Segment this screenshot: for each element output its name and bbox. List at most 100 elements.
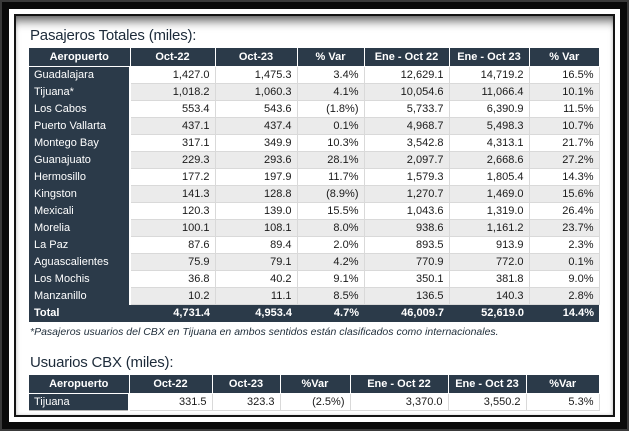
table-row: Kingston 141.3 128.8 (8.9%) 1,270.7 1,469.0 15… xyxy=(29,184,600,203)
airport-name-cell: Hermosillo xyxy=(29,168,131,185)
table-row: Tijuana 331.5 323.3 (2.5%) 3,370.0 3,550.2 5.3… xyxy=(29,392,600,411)
airport-name-cell: Aguascalientes xyxy=(29,253,131,270)
value-cell: 4.2% xyxy=(296,252,365,271)
cbx-table-title: Usuarios CBX (miles): xyxy=(30,354,174,371)
value-cell: 1,043.6 xyxy=(363,201,450,220)
value-cell: 1,161.2 xyxy=(448,218,530,237)
passengers-table-body: Guadalajara 1,427.0 1,475.3 3.4% 12,629.1 14,… xyxy=(29,65,600,305)
value-cell: 4,313.1 xyxy=(448,133,530,152)
value-cell: 2,097.7 xyxy=(363,150,450,169)
header-pct-var-month: %Var xyxy=(280,375,351,394)
value-cell: 317.1 xyxy=(129,133,216,152)
airport-name-cell: Puerto Vallarta xyxy=(29,117,131,134)
value-cell: 8.0% xyxy=(296,218,365,237)
value-cell: 140.3 xyxy=(448,286,530,305)
passengers-header-row: Aeropuerto Oct-22 Oct-23 % Var Ene - Oct… xyxy=(29,48,599,67)
table-row: Hermosillo 177.2 197.9 11.7% 1,579.3 1,805.4 1… xyxy=(29,167,600,186)
value-cell: 3,550.2 xyxy=(447,392,527,411)
value-cell: (1.8%) xyxy=(296,99,365,118)
value-cell: (8.9%) xyxy=(296,184,365,203)
value-cell: 177.2 xyxy=(129,167,216,186)
airport-name-cell: Tijuana xyxy=(29,393,130,411)
airport-name-cell: Montego Bay xyxy=(29,134,131,151)
total-value-cell: 14.4% xyxy=(529,304,599,322)
passengers-total-row: Total 4,731.4 4,953.4 4.7% 46,009.7 52,6… xyxy=(29,304,599,322)
frame-inner-matte: Pasajeros Totales (miles): Aeropuerto Oc… xyxy=(9,9,620,422)
value-cell: 9.1% xyxy=(296,269,365,288)
value-cell: 2.3% xyxy=(528,235,600,254)
table-row: Montego Bay 317.1 349.9 10.3% 3,542.8 4,313.1… xyxy=(29,133,600,152)
cbx-footnote: *Pasajeros usuarios del CBX en Tijuana e… xyxy=(30,326,499,338)
airport-name-cell: Guanajuato xyxy=(29,151,131,168)
value-cell: 9.0% xyxy=(528,269,600,288)
value-cell: 349.9 xyxy=(214,133,298,152)
header-pct-var-ytd: % Var xyxy=(529,48,599,67)
value-cell: 27.2% xyxy=(528,150,600,169)
value-cell: 141.3 xyxy=(129,184,216,203)
value-cell: 36.8 xyxy=(129,269,216,288)
table-row: Los Mochis 36.8 40.2 9.1% 350.1 381.8 9.0% xyxy=(29,269,600,288)
value-cell: 1,579.3 xyxy=(363,167,450,186)
value-cell: 3.4% xyxy=(296,65,365,84)
passengers-table: Aeropuerto Oct-22 Oct-23 % Var Ene - Oct… xyxy=(29,48,600,322)
total-value-cell: 52,619.0 xyxy=(449,304,529,322)
value-cell: 1,475.3 xyxy=(214,65,298,84)
value-cell: 350.1 xyxy=(363,269,450,288)
value-cell: 4.1% xyxy=(296,82,365,101)
header-oct-23: Oct-23 xyxy=(212,375,281,394)
value-cell: 893.5 xyxy=(363,235,450,254)
table-row: Morelia 100.1 108.1 8.0% 938.6 1,161.2 23.7% xyxy=(29,218,600,237)
value-cell: 770.9 xyxy=(363,252,450,271)
value-cell: 381.8 xyxy=(448,269,530,288)
airport-name-cell: Guadalajara xyxy=(29,66,131,83)
value-cell: 2.8% xyxy=(528,286,600,305)
report-content: Pasajeros Totales (miles): Aeropuerto Oc… xyxy=(14,14,615,417)
airport-name-cell: La Paz xyxy=(29,236,131,253)
value-cell: 4,968.7 xyxy=(363,116,450,135)
header-aeropuerto: Aeropuerto xyxy=(29,48,131,67)
value-cell: 3,542.8 xyxy=(363,133,450,152)
value-cell: 75.9 xyxy=(129,252,216,271)
airport-name-cell: Tijuana* xyxy=(29,83,131,100)
header-oct-23: Oct-23 xyxy=(215,48,298,67)
value-cell: 10.1% xyxy=(528,82,600,101)
value-cell: 1,427.0 xyxy=(129,65,216,84)
table-row: Tijuana* 1,018.2 1,060.3 4.1% 10,054.6 11,066… xyxy=(29,82,600,101)
value-cell: 21.7% xyxy=(528,133,600,152)
header-pct-var-month: % Var xyxy=(297,48,365,67)
airport-name-cell: Manzanillo xyxy=(29,287,131,304)
value-cell: 543.6 xyxy=(214,99,298,118)
value-cell: 1,469.0 xyxy=(448,184,530,203)
value-cell: 26.4% xyxy=(528,201,600,220)
total-value-cell: 46,009.7 xyxy=(364,304,449,322)
header-pct-var-ytd: %Var xyxy=(526,375,599,394)
value-cell: 10.3% xyxy=(296,133,365,152)
value-cell: 553.4 xyxy=(129,99,216,118)
total-label-cell: Total xyxy=(29,304,130,322)
value-cell: 1,270.7 xyxy=(363,184,450,203)
value-cell: 11.5% xyxy=(528,99,600,118)
airport-name-cell: Los Mochis xyxy=(29,270,131,287)
value-cell: 8.5% xyxy=(296,286,365,305)
header-oct-22: Oct-22 xyxy=(129,375,213,394)
table-row: Manzanillo 10.2 11.1 8.5% 136.5 140.3 2.8% xyxy=(29,286,600,305)
value-cell: 0.1% xyxy=(296,116,365,135)
total-value-cell: 4,731.4 xyxy=(130,304,215,322)
value-cell: 12,629.1 xyxy=(363,65,450,84)
header-aeropuerto: Aeropuerto xyxy=(29,375,130,394)
value-cell: 89.4 xyxy=(214,235,298,254)
header-ene-oct-22: Ene - Oct 22 xyxy=(350,375,449,394)
value-cell: 0.1% xyxy=(528,252,600,271)
value-cell: 10.2 xyxy=(129,286,216,305)
value-cell: 139.0 xyxy=(214,201,298,220)
value-cell: 1,319.0 xyxy=(448,201,530,220)
cbx-header-row: Aeropuerto Oct-22 Oct-23 %Var Ene - Oct … xyxy=(29,375,599,394)
table-row: Aguascalientes 75.9 79.1 4.2% 770.9 772.0 0.1% xyxy=(29,252,600,271)
value-cell: 16.5% xyxy=(528,65,600,84)
value-cell: 293.6 xyxy=(214,150,298,169)
table-row: Guanajuato 229.3 293.6 28.1% 2,097.7 2,668.6 2… xyxy=(29,150,600,169)
total-value-cell: 4.7% xyxy=(297,304,364,322)
value-cell: (2.5%) xyxy=(279,392,351,411)
value-cell: 11.1 xyxy=(214,286,298,305)
